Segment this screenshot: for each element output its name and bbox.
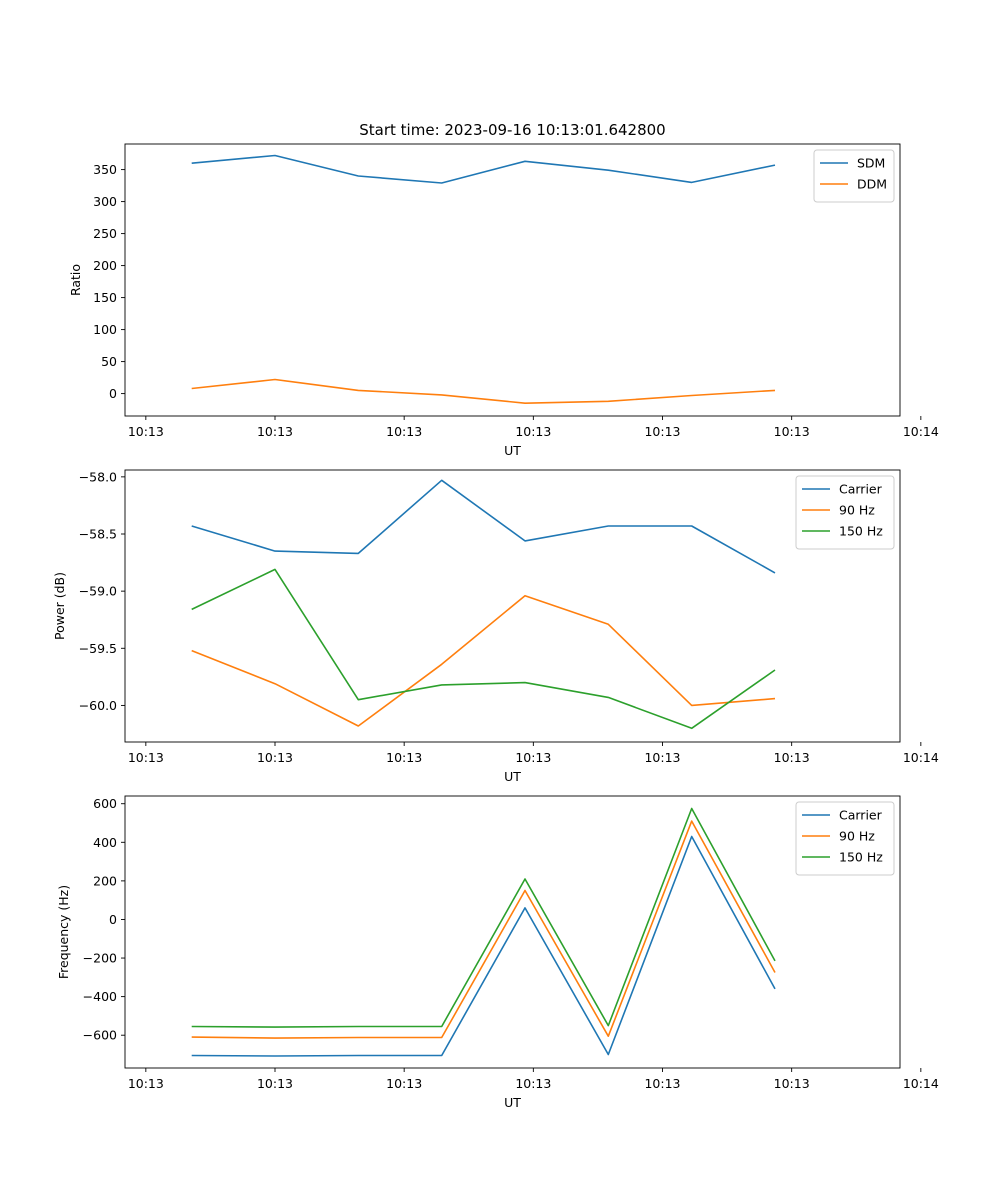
x-tick-label: 10:13	[644, 1076, 680, 1091]
plot-area	[191, 807, 776, 1057]
legend-label: 90 Hz	[839, 503, 875, 518]
y-tick-label: −58.0	[79, 469, 117, 484]
x-tick-label: 10:13	[774, 750, 810, 765]
legend: Carrier 90 Hz 150 Hz	[795, 801, 895, 876]
x-tick-label: 10:13	[257, 424, 293, 439]
legend: SDM DDM	[813, 149, 895, 203]
y-tick-label: 300	[93, 194, 117, 209]
x-tick-label: 10:13	[774, 1076, 810, 1091]
x-axis-label: UT	[504, 443, 521, 458]
series-line-150-hz	[191, 568, 776, 730]
y-tick-label: 0	[109, 386, 117, 401]
y-axis-label: Ratio	[68, 264, 83, 296]
y-tick-label: −59.0	[79, 584, 117, 599]
legend-label: 90 Hz	[839, 829, 875, 844]
legend-label: DDM	[857, 177, 887, 192]
x-tick-label: 10:14	[903, 424, 939, 439]
x-tick-label: 10:13	[257, 750, 293, 765]
x-tick-label: 10:13	[386, 1076, 422, 1091]
y-tick-label: −400	[83, 989, 117, 1004]
plot-area	[191, 479, 776, 730]
x-axis-label: UT	[504, 769, 521, 784]
series-line-90-hz	[191, 820, 776, 1039]
x-tick-label: 10:13	[386, 424, 422, 439]
y-tick-label: −200	[83, 951, 117, 966]
ratio-panel: Start time: 2023-09-16 10:13:01.642800 10…	[68, 121, 939, 458]
legend: Carrier 90 Hz 150 Hz	[795, 475, 895, 550]
x-tick-label: 10:13	[257, 1076, 293, 1091]
y-tick-label: −59.5	[79, 641, 117, 656]
series-line-ddm	[191, 378, 776, 405]
x-tick-label: 10:13	[128, 750, 164, 765]
y-tick-label: −600	[83, 1028, 117, 1043]
x-tick-label: 10:13	[515, 750, 551, 765]
y-tick-label: 150	[93, 290, 117, 305]
chart-title: Start time: 2023-09-16 10:13:01.642800	[359, 121, 665, 139]
x-tick-label: 10:13	[644, 424, 680, 439]
legend-label: Carrier	[839, 482, 883, 497]
legend-label: Carrier	[839, 808, 883, 823]
axes-frame	[124, 143, 901, 417]
axes-frame	[124, 469, 901, 743]
series-line-90-hz	[191, 594, 776, 727]
power-panel: 10:13 10:13 10:13 10:13 10:13 10:13 10:14 −60.0…	[52, 469, 939, 784]
x-tick-label: 10:13	[644, 750, 680, 765]
x-tick-label: 10:13	[128, 424, 164, 439]
y-tick-label: 250	[93, 226, 117, 241]
y-tick-label: 50	[101, 354, 117, 369]
x-tick-label: 10:13	[128, 1076, 164, 1091]
legend-label: SDM	[857, 156, 885, 171]
y-tick-label: −60.0	[79, 698, 117, 713]
y-axis-label: Power (dB)	[52, 572, 67, 640]
x-tick-label: 10:14	[903, 750, 939, 765]
y-tick-label: 400	[93, 835, 117, 850]
y-tick-label: 600	[93, 796, 117, 811]
series-line-150-hz	[191, 807, 776, 1028]
legend-label: 150 Hz	[839, 524, 883, 539]
legend-label: 150 Hz	[839, 850, 883, 865]
series-line-carrier	[191, 835, 776, 1057]
x-tick-label: 10:14	[903, 1076, 939, 1091]
y-tick-label: 200	[93, 873, 117, 888]
x-tick-label: 10:13	[774, 424, 810, 439]
y-tick-label: 350	[93, 162, 117, 177]
frequency-panel: 10:13 10:13 10:13 10:13 10:13 10:13 10:14 −600 −…	[56, 795, 939, 1110]
y-tick-label: 100	[93, 322, 117, 337]
series-line-sdm	[191, 154, 776, 184]
x-axis-label: UT	[504, 1095, 521, 1110]
y-tick-label: 200	[93, 258, 117, 273]
axes-frame	[124, 795, 901, 1069]
x-tick-label: 10:13	[386, 750, 422, 765]
x-tick-label: 10:13	[515, 424, 551, 439]
y-tick-label: −58.5	[79, 527, 117, 542]
y-axis-label: Frequency (Hz)	[56, 885, 71, 979]
x-tick-label: 10:13	[515, 1076, 551, 1091]
y-tick-label: 0	[109, 912, 117, 927]
plot-area	[191, 154, 776, 405]
series-line-carrier	[191, 479, 776, 574]
